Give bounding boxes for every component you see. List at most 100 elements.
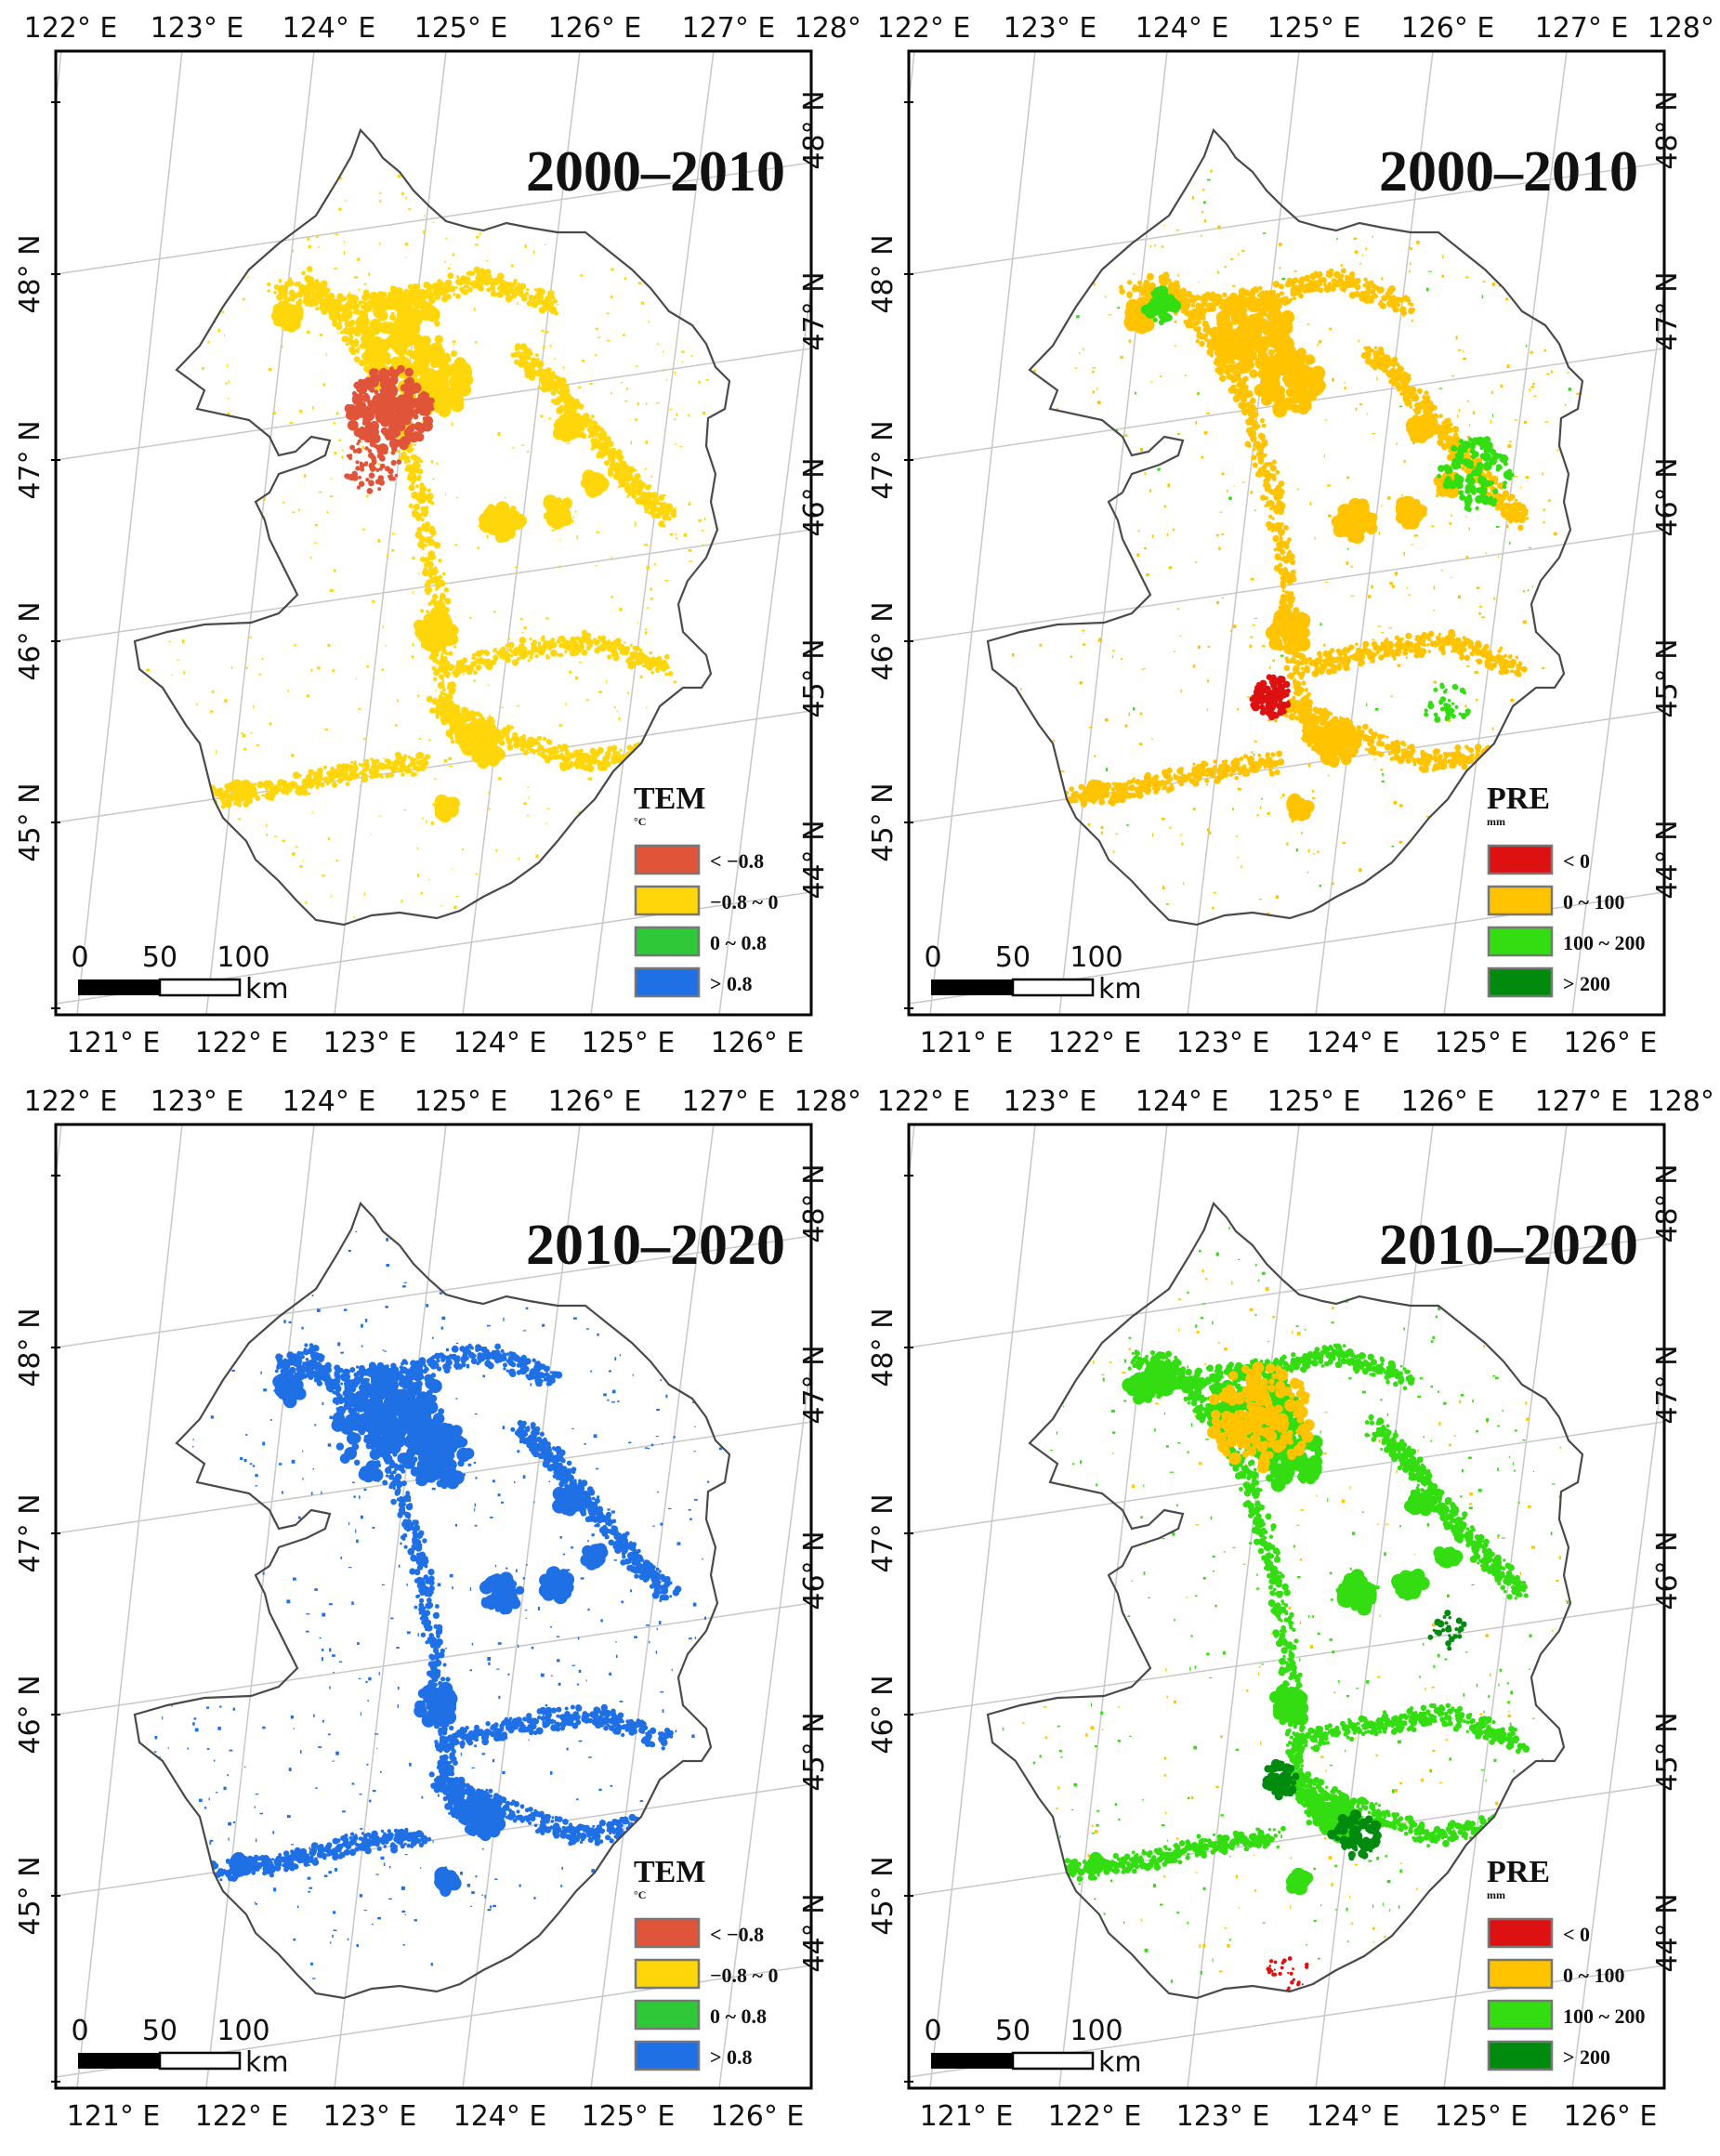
raster-cell bbox=[433, 566, 438, 571]
raster-cell bbox=[590, 447, 595, 451]
raster-cell bbox=[1067, 176, 1069, 180]
raster-cell bbox=[675, 443, 677, 445]
raster-cell bbox=[685, 737, 690, 743]
raster-cell bbox=[1491, 390, 1493, 395]
raster-cell bbox=[435, 713, 440, 717]
raster-cell bbox=[596, 848, 599, 851]
raster-cell bbox=[148, 688, 151, 692]
raster-cell bbox=[423, 230, 426, 234]
raster-cell bbox=[514, 566, 518, 569]
raster-cell bbox=[1100, 825, 1104, 830]
raster-cell bbox=[1541, 732, 1543, 734]
raster-cell bbox=[665, 743, 670, 746]
raster-cell bbox=[1192, 664, 1196, 668]
raster-cell bbox=[1282, 794, 1285, 797]
raster-cell bbox=[1191, 196, 1194, 200]
raster-cell bbox=[526, 451, 530, 453]
raster-cell bbox=[1042, 507, 1044, 511]
raster-cell bbox=[513, 278, 518, 283]
raster-cell bbox=[1295, 167, 1297, 170]
raster-cell bbox=[638, 760, 643, 765]
raster-cell bbox=[1124, 724, 1128, 728]
raster-cell bbox=[1208, 831, 1212, 835]
raster-cell bbox=[1314, 536, 1316, 540]
raster-cell bbox=[506, 744, 514, 751]
raster-cell bbox=[1032, 600, 1035, 603]
raster-cell bbox=[1438, 832, 1443, 835]
raster-cell bbox=[1366, 703, 1368, 707]
raster-cell bbox=[1057, 453, 1058, 454]
raster-cell bbox=[637, 749, 641, 754]
raster-cell bbox=[390, 450, 396, 455]
raster-cell bbox=[993, 616, 995, 619]
raster-cell bbox=[712, 596, 714, 600]
raster-cell bbox=[469, 180, 473, 184]
raster-cell bbox=[603, 800, 607, 803]
raster-cell bbox=[412, 557, 415, 560]
raster-cell bbox=[543, 346, 545, 349]
scale-segment-black bbox=[78, 979, 160, 995]
raster-cell bbox=[432, 478, 435, 480]
raster-cell bbox=[388, 369, 398, 377]
raster-cell bbox=[698, 380, 701, 384]
raster-cell bbox=[1458, 408, 1461, 412]
raster-cell bbox=[558, 538, 561, 540]
raster-cell bbox=[377, 487, 382, 492]
raster-cell bbox=[709, 798, 712, 802]
raster-cell bbox=[1168, 566, 1173, 570]
raster-cell bbox=[1114, 879, 1117, 883]
raster-cell bbox=[1007, 819, 1010, 822]
raster-cell bbox=[1133, 273, 1135, 275]
raster-cell bbox=[650, 656, 657, 663]
raster-cell bbox=[396, 369, 401, 375]
raster-cell bbox=[1574, 435, 1578, 439]
raster-cell bbox=[471, 655, 476, 659]
raster-cell bbox=[463, 674, 465, 677]
raster-cell bbox=[1478, 605, 1482, 608]
raster-cell bbox=[404, 243, 409, 246]
raster-cell bbox=[639, 751, 645, 757]
raster-cell bbox=[673, 746, 681, 755]
raster-cell bbox=[445, 238, 448, 240]
raster-cell bbox=[217, 787, 224, 794]
raster-cell bbox=[564, 395, 571, 402]
raster-cell bbox=[309, 557, 312, 559]
bottom-longitude-label: 122° E bbox=[195, 1027, 289, 1059]
raster-cell bbox=[1109, 917, 1112, 920]
raster-cell bbox=[1097, 638, 1102, 642]
raster-cell bbox=[585, 839, 590, 841]
raster-cell bbox=[298, 508, 300, 511]
raster-cell bbox=[320, 283, 326, 289]
raster-cell bbox=[1155, 193, 1159, 196]
raster-cell bbox=[1241, 481, 1245, 483]
raster-cell bbox=[378, 369, 386, 376]
raster-cell bbox=[274, 232, 277, 236]
raster-cell bbox=[451, 625, 459, 635]
raster-cell bbox=[442, 572, 446, 576]
raster-cell bbox=[668, 745, 674, 750]
raster-cell bbox=[1201, 189, 1205, 191]
raster-cell bbox=[637, 491, 642, 496]
raster-cell bbox=[420, 506, 427, 512]
raster-cell bbox=[1416, 241, 1420, 244]
raster-cell bbox=[324, 294, 330, 299]
raster-cell bbox=[646, 664, 653, 671]
raster-cell bbox=[1149, 489, 1152, 493]
raster-cell bbox=[522, 647, 528, 651]
raster-cell bbox=[1526, 345, 1528, 348]
raster-cell bbox=[623, 641, 626, 644]
raster-cell bbox=[1033, 556, 1037, 559]
raster-cell bbox=[440, 287, 447, 296]
raster-cell bbox=[413, 492, 416, 496]
raster-cell bbox=[268, 368, 272, 371]
raster-cell bbox=[1120, 356, 1123, 359]
raster-cell bbox=[520, 200, 522, 204]
raster-cell bbox=[635, 759, 639, 764]
raster-cell bbox=[505, 737, 510, 742]
raster-cell bbox=[425, 536, 432, 544]
raster-cell bbox=[490, 281, 496, 287]
raster-cell bbox=[379, 191, 382, 195]
raster-cell bbox=[1162, 886, 1165, 889]
raster-cell bbox=[1272, 177, 1277, 178]
raster-cell bbox=[603, 233, 605, 237]
